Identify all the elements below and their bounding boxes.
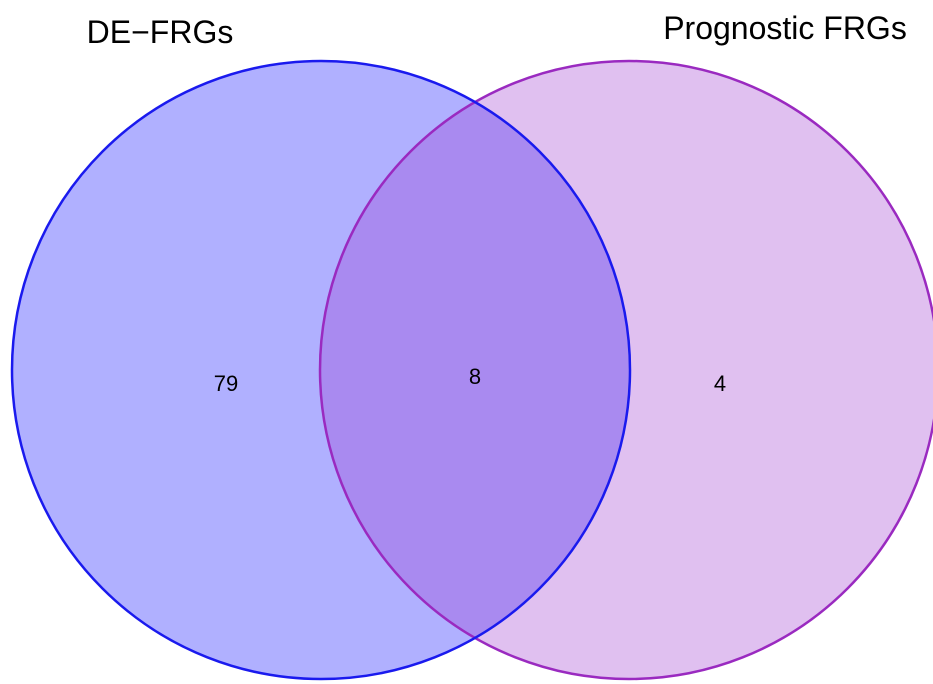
prognostic-frgs-title: Prognostic FRGs	[663, 10, 907, 46]
only-de-frgs-count: 79	[214, 371, 238, 396]
only-prognostic-frgs-count: 4	[714, 371, 726, 396]
de-frgs-title: DE−FRGs	[87, 14, 234, 50]
prognostic-frgs-outline	[318, 59, 933, 681]
intersection-count: 8	[469, 364, 481, 389]
de-frgs-outline	[10, 59, 632, 681]
